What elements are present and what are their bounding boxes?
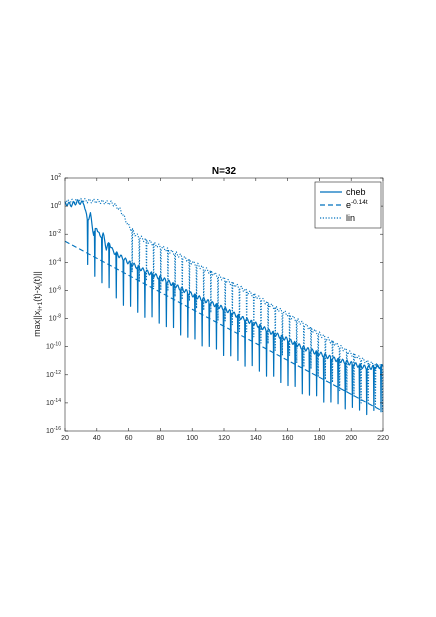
x-tick-label: 160	[282, 435, 294, 442]
y-tick-label: 10-16	[46, 426, 61, 435]
y-tick-label: 10-6	[49, 285, 61, 294]
x-tick-label: 60	[125, 435, 133, 442]
x-tick-label: 220	[377, 435, 389, 442]
x-tick-label: 120	[218, 435, 230, 442]
y-axis-label-text: max||xl+1(t)-xl(t)||	[32, 271, 44, 337]
series-line-dashed	[64, 240, 384, 412]
series-line-solid	[64, 199, 384, 416]
legend: cheb e-0.14t lin	[314, 181, 382, 229]
legend-label: lin	[346, 213, 355, 223]
y-tick-label: 10-8	[49, 314, 61, 323]
ticks-layer: 20 40 60 80 100 120 140 160 180 200 220 102 100 10-2 1…	[46, 173, 389, 442]
chart-title: N=32	[212, 166, 237, 177]
y-tick-label: 10-10	[46, 342, 61, 351]
x-tick-label: 200	[345, 435, 357, 442]
y-tick-label: 10-14	[46, 398, 61, 407]
y-tick-label: 102	[50, 173, 61, 182]
y-tick-label: 100	[50, 201, 61, 210]
x-tick-label: 100	[186, 435, 198, 442]
x-tick-label: 20	[61, 435, 69, 442]
x-tick-label: 180	[314, 435, 326, 442]
series-layer	[64, 197, 384, 416]
y-tick-label: 10-4	[49, 257, 61, 266]
legend-label: cheb	[346, 187, 366, 197]
y-tick-label: 10-12	[46, 370, 61, 379]
x-tick-label: 140	[250, 435, 262, 442]
legend-box	[314, 181, 382, 229]
legend-label: e-0.14t	[346, 199, 368, 210]
y-tick-label: 10-2	[49, 229, 61, 238]
x-tick-label: 40	[93, 435, 101, 442]
series-line-dotted	[64, 197, 384, 413]
y-axis-label: max||xl+1(t)-xl(t)||	[32, 271, 44, 337]
x-tick-label: 80	[157, 435, 165, 442]
